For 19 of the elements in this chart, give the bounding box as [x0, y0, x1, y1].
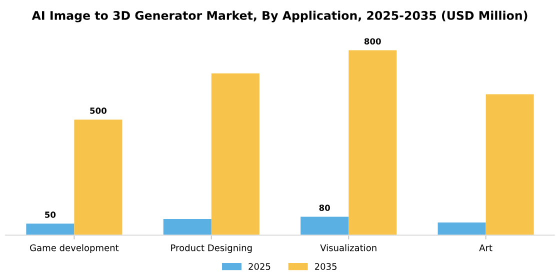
data-label: 80	[319, 204, 330, 211]
x-tick-label: Visualization	[320, 244, 376, 252]
bar	[348, 50, 397, 236]
bar	[438, 222, 486, 236]
data-label: 500	[90, 108, 107, 114]
data-label: 50	[45, 212, 56, 218]
bar	[300, 216, 349, 236]
legend-label: 2035	[314, 263, 336, 270]
x-tick-label: Product Designing	[171, 244, 252, 253]
bar	[163, 219, 212, 236]
bar	[74, 120, 122, 236]
x-tick-label: Art	[479, 244, 492, 252]
bar	[26, 224, 74, 236]
bar	[211, 73, 260, 236]
data-label: 800	[364, 38, 381, 45]
legend-label: 2025	[248, 263, 270, 270]
bar	[486, 94, 534, 236]
chart-title: AI Image to 3D Generator Market, By Application, 2025-2035 (USD Million)	[32, 10, 528, 22]
x-tick-label: Game development	[30, 244, 119, 253]
